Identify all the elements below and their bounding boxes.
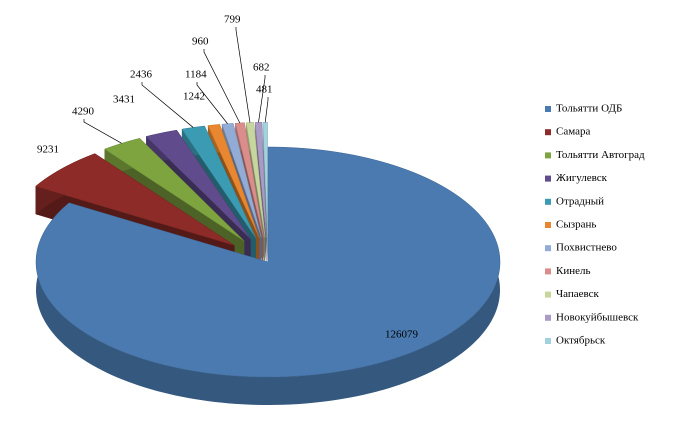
legend-label: Похвистнево <box>556 242 617 254</box>
legend-label: Тольятти ОДБ <box>556 103 622 115</box>
leader-line <box>196 82 228 124</box>
legend-swatch <box>545 338 551 344</box>
legend-swatch <box>545 314 551 321</box>
slice <box>145 129 251 240</box>
data-label: 960 <box>192 36 209 48</box>
leader-line <box>141 82 194 128</box>
legend-swatch <box>545 106 551 112</box>
data-label: 9231 <box>37 144 59 156</box>
legend-swatch <box>545 222 551 228</box>
data-label: 3431 <box>113 94 135 106</box>
legend-swatch <box>545 175 551 182</box>
leader-line <box>83 119 122 144</box>
legend-swatch <box>545 245 551 252</box>
leader-line <box>258 75 266 123</box>
data-label: 2436 <box>130 69 153 81</box>
legend-label: Новокуйбышевск <box>556 311 639 323</box>
data-label: 481 <box>256 84 273 96</box>
legend-label: Жигулевск <box>556 172 608 184</box>
legend-label: Отрадный <box>556 195 604 207</box>
leader-line <box>203 49 241 124</box>
legend-label: Кинель <box>556 265 591 277</box>
slice <box>207 124 260 238</box>
data-label: 1242 <box>183 91 205 103</box>
legend-label: Тольятти Автоград <box>556 149 645 161</box>
legend-label: Чапаевск <box>556 288 600 300</box>
legend-label: Октябрьск <box>556 335 606 347</box>
legend-label: Самара <box>556 126 590 138</box>
data-label: 1184 <box>185 69 207 81</box>
slice <box>35 153 235 246</box>
leader-line <box>264 97 269 123</box>
legend-swatch <box>545 129 551 136</box>
data-label: 799 <box>224 14 241 26</box>
leader-line <box>235 27 251 123</box>
data-label: 126079 <box>385 329 419 341</box>
data-label: 4290 <box>72 106 95 118</box>
legend-swatch <box>545 291 551 298</box>
legend-swatch <box>545 268 551 275</box>
slice <box>35 146 501 378</box>
legend-swatch <box>545 152 551 159</box>
data-label: 682 <box>253 62 270 74</box>
legend-swatch <box>545 198 551 205</box>
legend-label: Сызрань <box>556 219 596 231</box>
